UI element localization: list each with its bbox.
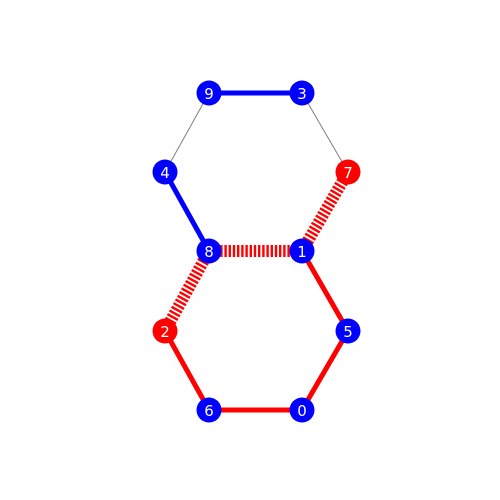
node-circle: [152, 318, 178, 344]
node-circle: [196, 397, 222, 423]
node-layer: 0 1 2 3 4 5 6 7 8 9: [152, 80, 361, 423]
node-label: 3: [297, 85, 307, 103]
node-circle: [196, 238, 222, 264]
node-label: 4: [160, 164, 170, 182]
node-label: 2: [160, 323, 170, 341]
edge-8-1: [211, 245, 299, 257]
node-7: 7: [335, 159, 361, 185]
node-circle: [335, 159, 361, 185]
node-label: 8: [204, 243, 214, 261]
edge-1-5: [299, 249, 351, 333]
edge-4-8: [162, 170, 212, 253]
node-2: 2: [152, 318, 178, 344]
node-label: 7: [343, 164, 353, 182]
edge-1-7: [298, 170, 353, 252]
node-6: 6: [196, 397, 222, 423]
node-label: 5: [343, 323, 353, 341]
node-8: 8: [196, 238, 222, 264]
edge-8-2: [160, 250, 213, 333]
node-label: 9: [204, 85, 214, 103]
node-circle: [289, 397, 315, 423]
node-circle: [289, 80, 315, 106]
edge-0-5: [299, 329, 351, 412]
node-label: 0: [297, 402, 307, 420]
node-1: 1: [289, 238, 315, 264]
node-label: 1: [297, 243, 307, 261]
edge-3-7: [301, 92, 349, 173]
node-circle: [152, 159, 178, 185]
node-4: 4: [152, 159, 178, 185]
edge-2-6: [162, 329, 212, 412]
edge-layer: [160, 90, 353, 413]
node-9: 9: [196, 80, 222, 106]
edge-9-4: [164, 92, 210, 173]
node-5: 5: [335, 318, 361, 344]
node-circle: [196, 80, 222, 106]
node-3: 3: [289, 80, 315, 106]
node-circle: [335, 318, 361, 344]
node-circle: [289, 238, 315, 264]
node-0: 0: [289, 397, 315, 423]
node-label: 6: [204, 402, 214, 420]
